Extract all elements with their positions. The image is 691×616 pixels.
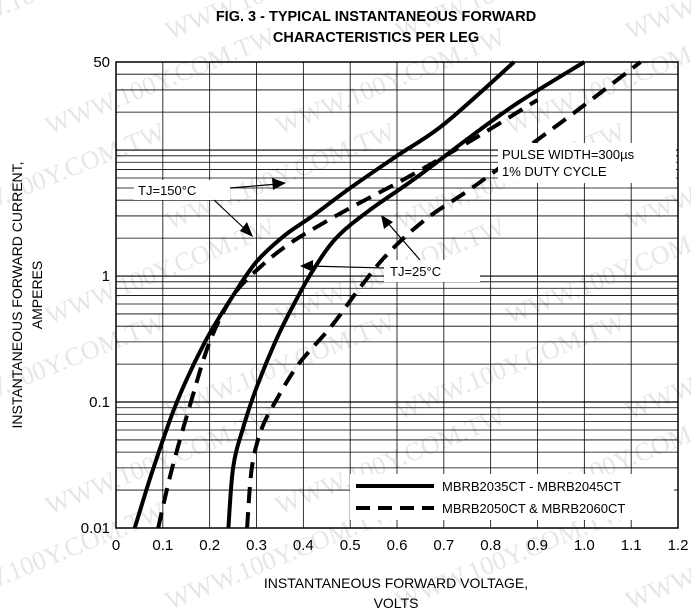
series-solid-150c xyxy=(132,60,516,529)
x-tick-label: 0.2 xyxy=(199,537,220,554)
series-dashed-150c xyxy=(156,98,539,529)
y-tick-label: 0.01 xyxy=(81,520,110,537)
x-tick-label: 0.3 xyxy=(246,537,267,554)
tj25-label: TJ=25°C xyxy=(390,264,441,279)
tj150-arrow-line-1 xyxy=(229,183,279,189)
legend-box xyxy=(350,474,674,520)
watermark-text: WWW.100Y.COM.TW xyxy=(0,0,170,46)
tj25-arrow-line-2 xyxy=(386,221,421,261)
x-tick-label: 1.0 xyxy=(574,537,595,554)
tj150-arrow-line-2 xyxy=(213,199,248,232)
tj150-arrow-head-2 xyxy=(240,222,253,237)
tj150-label: TJ=150°C xyxy=(138,183,196,198)
watermark-text: WWW.100Y.COM.TW xyxy=(621,0,691,46)
watermark-text: WWW.100Y.COM.TW xyxy=(501,212,691,331)
tj25-label-background xyxy=(384,260,480,282)
y-tick-label: 0.1 xyxy=(89,394,110,411)
tj150-arrow-head-1 xyxy=(272,178,286,190)
watermark-text: WWW.100Y.COM.TW xyxy=(501,22,691,141)
plot-grid xyxy=(116,62,678,528)
y-tick-label: 50 xyxy=(93,54,110,71)
pulse-note-background xyxy=(498,143,676,183)
tj25-arrow-head-2 xyxy=(381,215,393,229)
x-tick-label: 0.1 xyxy=(152,537,173,554)
y-axis-label-line-2: AMPERES xyxy=(29,261,45,329)
tj25-arrow-line-1 xyxy=(308,265,385,269)
x-axis-label-line-1: INSTANTANEOUS FORWARD VOLTAGE, xyxy=(264,575,528,591)
tick-labels: 0 0.1 0.2 0.3 0.4 0.5 0.6 0.7 0.8 0.9 1.0 1.1 1.2 0.0… xyxy=(81,54,689,554)
x-tick-label: 0.5 xyxy=(340,537,361,554)
x-tick-label: 0.6 xyxy=(387,537,408,554)
plot-frame xyxy=(115,61,679,529)
x-tick-label: 1.2 xyxy=(668,537,689,554)
x-tick-label: 1.1 xyxy=(621,537,642,554)
tj25-arrow-head-1 xyxy=(300,260,313,272)
tj150-label-background xyxy=(134,180,230,200)
watermark-text: WWW.100Y.COM.TW xyxy=(0,497,170,616)
x-tick-label: 0 xyxy=(112,537,120,554)
y-axis-label-line-1: INSTANTANEOUS FORWARD CURRENT, xyxy=(9,161,25,428)
pulse-width-note: PULSE WIDTH=300µs xyxy=(502,147,635,162)
chart-title-line-2: CHARACTERISTICS PER LEG xyxy=(273,30,479,46)
x-tick-label: 0.7 xyxy=(433,537,454,554)
legend-label-dashed: MBRB2050CT & MBRB2060CT xyxy=(442,501,625,516)
y-tick-label: 1 xyxy=(102,268,110,285)
legend-label-solid: MBRB2035CT - MBRB2045CT xyxy=(442,479,621,494)
chart-title-line-1: FIG. 3 - TYPICAL INSTANTANEOUS FORWARD xyxy=(216,9,536,25)
x-axis-label-line-2: VOLTS xyxy=(374,595,419,611)
watermark-text: WWW.100Y.COM.TW xyxy=(0,117,170,236)
duty-cycle-note: 1% DUTY CYCLE xyxy=(502,164,607,179)
x-tick-label: 0.4 xyxy=(293,537,314,554)
x-tick-label: 0.9 xyxy=(527,537,548,554)
x-tick-label: 0.8 xyxy=(480,537,501,554)
series-dashed-25c xyxy=(245,60,642,529)
